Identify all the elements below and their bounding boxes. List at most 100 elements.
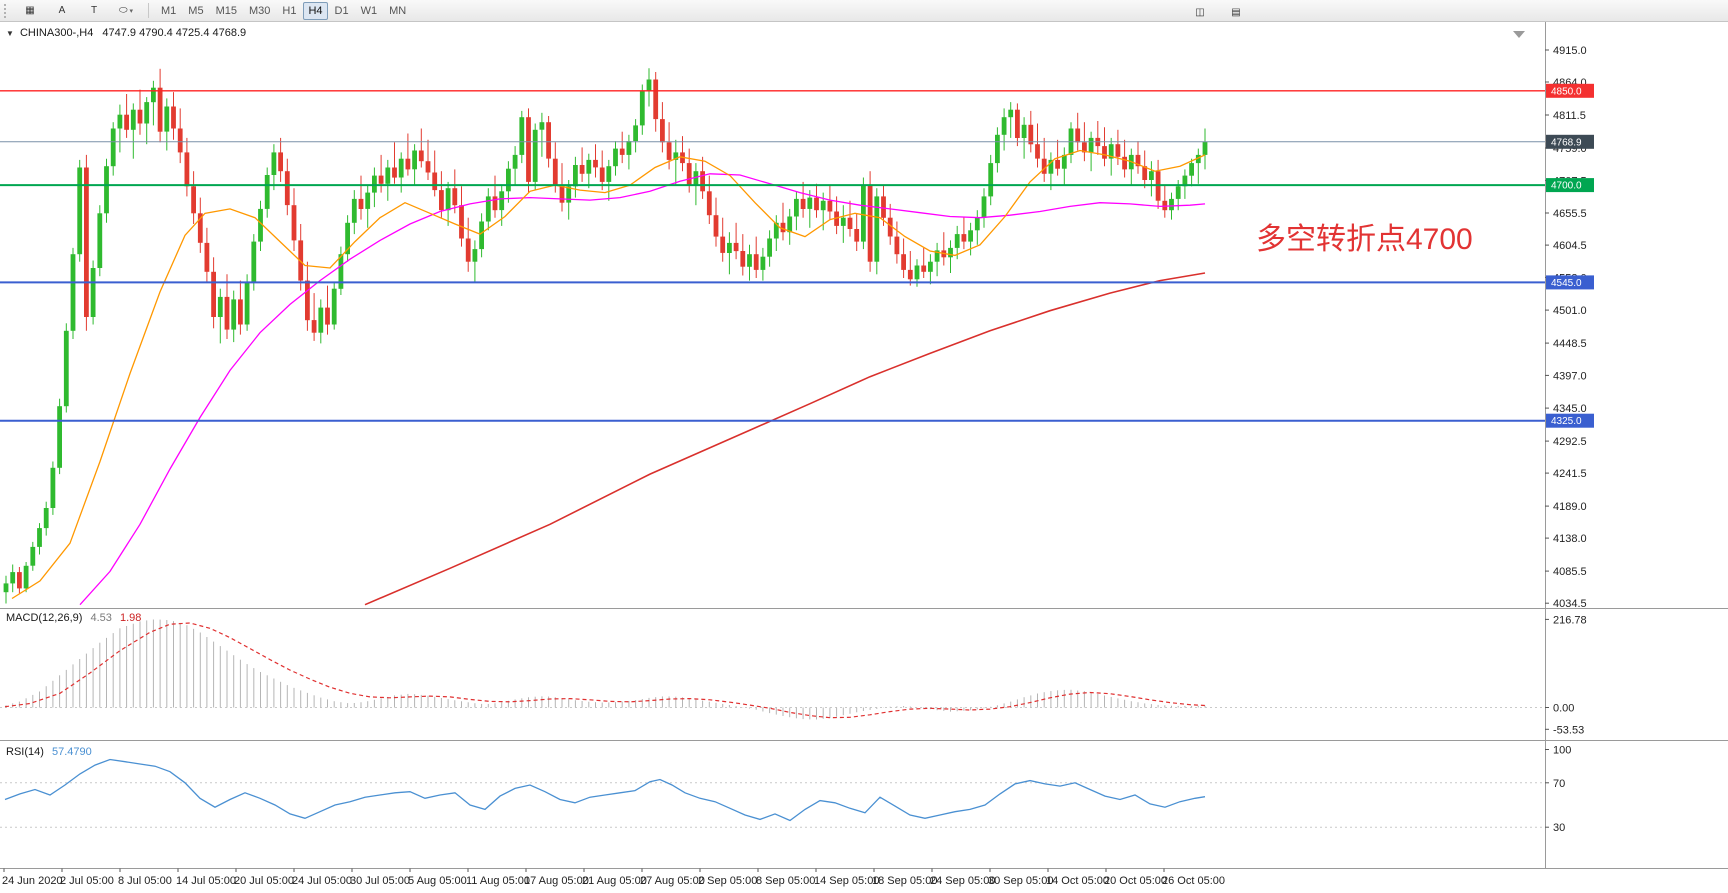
timeframe-button-m5[interactable]: M5 <box>183 2 208 20</box>
price-tag-4768.9: 4768.9 <box>1546 134 1594 149</box>
price-axis-label: 4604.5 <box>1553 240 1587 252</box>
timeframe-button-m1[interactable]: M1 <box>156 2 181 20</box>
candle <box>104 158 109 223</box>
candle <box>331 282 337 330</box>
macd-pane: 216.78 0.00 -53.53 <box>0 614 1587 736</box>
toolbar-extra-button-2[interactable]: ▤ <box>1231 6 1241 18</box>
candle <box>767 230 772 267</box>
time-axis-label: 11 Aug 05:00 <box>466 875 530 887</box>
price-axis-label: 4811.5 <box>1553 110 1586 122</box>
candle <box>385 159 391 201</box>
candle <box>137 89 143 135</box>
candle <box>706 175 712 224</box>
timeframe-button-m30[interactable]: M30 <box>244 2 275 20</box>
candle <box>773 215 779 251</box>
rsi-value: 57.4790 <box>51 746 92 758</box>
candle <box>191 171 196 224</box>
symbol-title: CHINA300-,H4 <box>19 27 94 39</box>
price-axis-label: 4085.5 <box>1553 566 1587 578</box>
timeframe-button-h4[interactable]: H4 <box>303 1 328 20</box>
candle <box>988 154 994 206</box>
candle <box>224 274 230 339</box>
candle <box>941 232 947 266</box>
price-tag-4700.0: 4700.0 <box>1546 178 1594 193</box>
candle <box>43 501 49 536</box>
candle <box>907 251 913 286</box>
candle <box>800 181 806 218</box>
candle <box>981 188 987 228</box>
ohlc-readout: 4747.9 4790.4 4725.4 4768.9 <box>102 27 247 39</box>
timeframe-button-mn[interactable]: MN <box>384 2 411 20</box>
candle <box>452 169 458 214</box>
candle <box>854 213 860 251</box>
candle <box>579 147 585 182</box>
font-tool-button[interactable]: A <box>58 5 66 16</box>
candle <box>157 68 163 143</box>
candle <box>338 246 344 295</box>
candle <box>807 190 813 228</box>
toolbar-grip[interactable] <box>4 3 10 18</box>
chart-grid-icon[interactable]: ▦ <box>25 5 35 16</box>
shapes-icon: ⬭ <box>118 5 128 16</box>
candle <box>164 98 170 151</box>
time-axis-label: 24 Jul 05:00 <box>292 875 352 887</box>
candle <box>834 196 839 235</box>
time-axis-label: 17 Aug 05:00 <box>524 875 589 887</box>
candle <box>700 156 705 199</box>
rsi-pane: 100 70 30 <box>0 745 1571 834</box>
candle <box>1195 148 1201 184</box>
time-axis-label: 14 Oct 05:00 <box>1046 875 1109 887</box>
candle <box>97 205 103 277</box>
level-lines[interactable] <box>0 90 1545 422</box>
time-axis-label: 2 Sep 05:00 <box>698 875 757 887</box>
candle <box>130 103 136 159</box>
rsi-axis-label: 100 <box>1553 745 1571 757</box>
candle <box>197 197 203 253</box>
svg-text:4325.0: 4325.0 <box>1551 416 1582 427</box>
candle <box>613 141 618 176</box>
candle <box>653 72 659 132</box>
candle <box>57 398 62 475</box>
candle <box>405 133 411 176</box>
candle <box>1068 122 1074 164</box>
candle <box>1122 139 1127 178</box>
toolbar-extra-button-1[interactable]: ◫ <box>1195 6 1205 18</box>
candle <box>472 240 478 283</box>
time-axis-label: 8 Sep 05:00 <box>756 875 815 887</box>
text-tool-button[interactable]: T <box>90 5 98 16</box>
svg-text:4545.0: 4545.0 <box>1551 278 1582 289</box>
candle <box>1128 148 1134 186</box>
macd-axis-label: 0.00 <box>1553 703 1574 715</box>
candle <box>10 564 16 593</box>
shapes-dropdown-button[interactable]: ⬭ ▾ <box>111 1 141 21</box>
candle <box>117 104 123 153</box>
time-axis-label: 18 Sep 05:00 <box>872 875 937 887</box>
timeframe-button-m15[interactable]: M15 <box>211 2 242 20</box>
candle <box>110 122 116 176</box>
time-axis-label: 30 Jul 05:00 <box>350 875 410 887</box>
candle <box>881 185 886 226</box>
timeframe-button-d1[interactable]: D1 <box>330 2 354 20</box>
candle <box>37 523 42 555</box>
candle <box>626 134 632 170</box>
macd-signal-value: 1.98 <box>119 612 142 624</box>
candle <box>847 200 853 237</box>
candle <box>412 144 417 186</box>
price-tags: 4850.0 4768.9 4700.0 4545.0 4325.0 <box>1546 83 1594 428</box>
candle <box>445 181 451 226</box>
candle <box>305 261 310 331</box>
candle <box>961 216 967 250</box>
time-axis-label: 21 Aug 05:00 <box>582 875 647 887</box>
timeframe-button-h1[interactable]: H1 <box>277 2 301 20</box>
candle <box>244 274 250 331</box>
candle <box>432 150 438 197</box>
candle <box>1202 128 1208 170</box>
price-axis-label: 4138.0 <box>1553 533 1587 545</box>
candle <box>298 224 304 291</box>
chart-shift-marker[interactable] <box>1513 31 1525 38</box>
timeframe-button-w1[interactable]: W1 <box>356 2 383 20</box>
rsi-pane-label: RSI(14) 57.4790 <box>6 746 92 758</box>
price-scale[interactable]: 4915.04864.04811.54759.04707.54655.54604… <box>1545 45 1587 610</box>
